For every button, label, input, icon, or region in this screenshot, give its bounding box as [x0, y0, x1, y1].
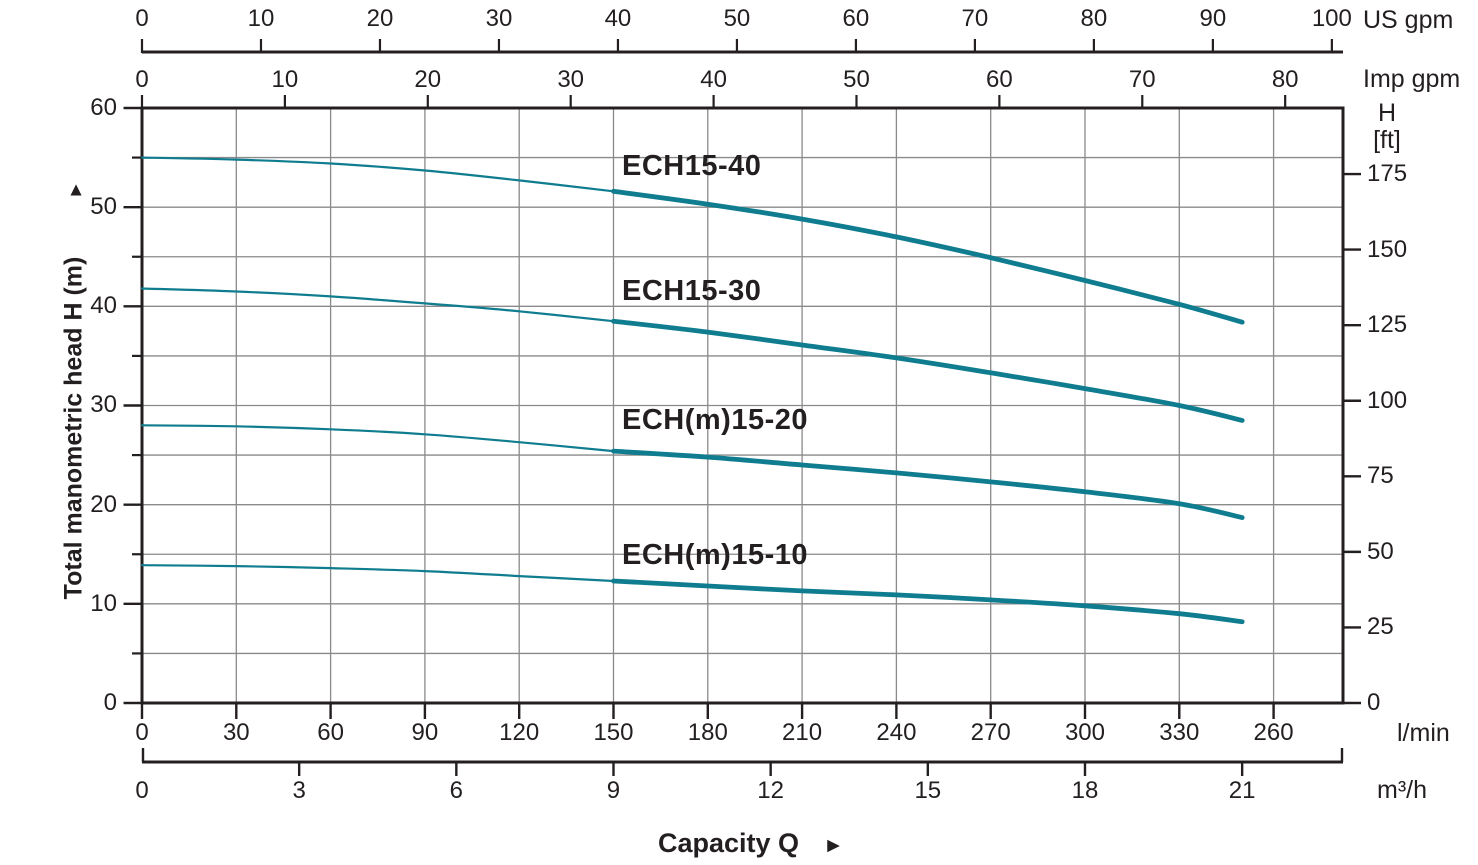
plot-border: [140, 106, 1345, 705]
imp-gpm-tick-label: 70: [1128, 66, 1156, 93]
imp-gpm-tick-label: 40: [700, 66, 727, 93]
curve-label-ech15-30: ECH15-30: [622, 275, 762, 307]
m3h-tick-label: 9: [606, 777, 621, 804]
lmin-tick-label: 330: [1159, 719, 1200, 746]
x-axis-title-text: Capacity Q: [658, 828, 800, 858]
m3h-tick-label: 6: [449, 777, 464, 804]
x-axis-title: Capacity Q ►: [658, 830, 844, 857]
m3h-tick-label: 0: [135, 777, 149, 804]
m3h-tick-label: 12: [757, 777, 785, 804]
curve-label-echm15-10: ECH(m)15-10: [622, 539, 808, 571]
us-gpm-tick-label: 0: [135, 5, 149, 32]
m3h-tick-label: 3: [292, 777, 306, 804]
lmin-tick-label: 120: [499, 719, 540, 746]
left-axis-tick-label: 20: [90, 490, 117, 518]
us-gpm-tick-label: 50: [723, 5, 751, 32]
curve-label-echm15-20: ECH(m)15-20: [622, 404, 808, 436]
us-gpm-tick-label: 90: [1199, 5, 1227, 32]
us-gpm-tick-label: 100: [1311, 5, 1352, 32]
pump-curve-thick-ECH(m)15-10: [611, 578, 1245, 625]
left-axis-tick-label: 60: [90, 93, 117, 121]
us-gpm-tick-label: 70: [961, 5, 989, 32]
imp-gpm-tick-label: 10: [271, 66, 299, 93]
lmin-tick-label: 300: [1064, 719, 1106, 746]
lmin-tick-label: 90: [411, 719, 439, 746]
imp-gpm-unit-label: Imp gpm: [1363, 65, 1461, 93]
pump-curve-thin-ECH(m)15-20: [140, 424, 615, 453]
lmin-tick-label: 30: [222, 719, 250, 746]
right-axis-tick-label: 100: [1367, 386, 1408, 414]
right-axis-tick-label: 175: [1367, 160, 1408, 188]
lmin-unit-label: l/min: [1397, 719, 1450, 747]
right-axis-tick-label: 0: [1367, 689, 1381, 716]
pump-curve-thin-ECH15-40: [140, 156, 615, 193]
m3h-tick-label: 15: [914, 777, 942, 804]
lmin-tick-label: 240: [876, 719, 917, 746]
lmin-tick-label: 150: [593, 719, 634, 746]
right-axis-tick-label: 25: [1367, 613, 1394, 641]
pump-curve-thin-ECH15-30: [140, 287, 615, 323]
lmin-tick-label: 260: [1253, 719, 1294, 746]
us-gpm-unit-label: US gpm: [1363, 6, 1454, 34]
y-axis-title-arrow-icon: ▲: [66, 179, 86, 201]
x-axis-arrow-icon: ►: [823, 834, 844, 857]
pump-curve-thin-ECH(m)15-10: [140, 564, 615, 583]
y-axis-title: Total manometric head H (m): [59, 256, 88, 600]
lmin-tick-label: 60: [317, 719, 344, 746]
lmin-tick-label: 270: [970, 719, 1011, 746]
imp-gpm-tick-label: 50: [843, 66, 870, 93]
pump-curve-thick-ECH15-30: [611, 318, 1245, 423]
m3h-tick-label: 21: [1228, 777, 1256, 804]
right-axis-title: H [ft]: [1352, 100, 1422, 154]
us-gpm-tick-label: 40: [604, 5, 632, 32]
imp-gpm-tick-label: 20: [414, 66, 442, 93]
us-gpm-tick-label: 80: [1080, 5, 1108, 32]
us-gpm-tick-label: 30: [485, 5, 513, 32]
us-gpm-tick-label: 20: [366, 5, 394, 32]
lmin-tick-label: 180: [687, 719, 728, 746]
right-axis-tick-label: 150: [1367, 235, 1408, 263]
left-axis-tick-label: 0: [103, 689, 117, 716]
left-axis-tick-label: 50: [90, 193, 117, 221]
right-axis-tick-label: 125: [1367, 311, 1408, 339]
m3h-unit-label: m³/h: [1377, 776, 1427, 804]
us-gpm-tick-label: 10: [247, 5, 275, 32]
right-axis-tick-label: 75: [1367, 462, 1394, 490]
left-axis-tick-label: 10: [90, 589, 117, 617]
m3h-tick-label: 18: [1071, 777, 1099, 804]
right-axis-title-line1: H: [1377, 99, 1397, 127]
left-axis-tick-label: 30: [90, 391, 117, 419]
us-gpm-tick-label: 60: [842, 5, 870, 32]
imp-gpm-tick-label: 80: [1271, 66, 1299, 93]
pump-curve-thick-ECH15-40: [611, 188, 1245, 325]
imp-gpm-tick-label: 0: [135, 66, 149, 93]
lmin-tick-label: 0: [135, 719, 149, 746]
lmin-tick-label: 210: [782, 719, 823, 746]
left-axis-tick-label: 40: [90, 292, 117, 320]
imp-gpm-tick-label: 60: [986, 66, 1013, 93]
right-axis-title-line2: [ft]: [1373, 126, 1401, 154]
right-axis-tick-label: 50: [1367, 537, 1394, 565]
imp-gpm-tick-label: 30: [557, 66, 585, 93]
curve-label-ech15-40: ECH15-40: [622, 150, 762, 182]
pump-curve-thick-ECH(m)15-20: [611, 448, 1245, 520]
